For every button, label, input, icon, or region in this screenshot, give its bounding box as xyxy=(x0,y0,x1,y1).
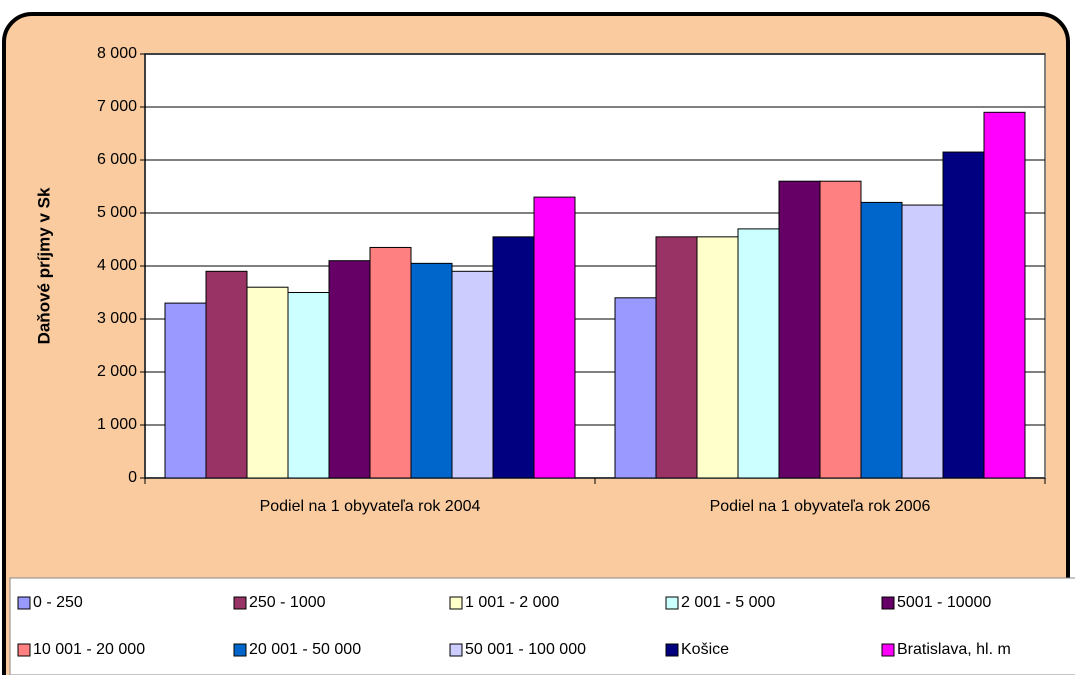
bar xyxy=(737,228,780,479)
y-tick-label: 0 xyxy=(128,469,137,486)
y-tick-label: 3 000 xyxy=(97,310,137,327)
legend-label: 10 001 - 20 000 xyxy=(33,641,145,658)
legend-swatch xyxy=(881,596,895,610)
legend-label: 5001 - 10000 xyxy=(897,594,991,611)
bar xyxy=(983,111,1026,479)
x-tick-label: Podiel na 1 obyvateľa rok 2004 xyxy=(260,498,481,515)
legend-label: 20 001 - 50 000 xyxy=(249,641,361,658)
legend-swatch xyxy=(665,596,679,610)
legend-label: 2 001 - 5 000 xyxy=(681,594,775,611)
bar xyxy=(901,204,944,479)
legend-label: Košice xyxy=(681,641,729,658)
bar xyxy=(614,297,657,479)
legend-box xyxy=(9,577,1075,675)
bar xyxy=(942,151,985,479)
legend-label: 0 - 250 xyxy=(33,594,83,611)
bar xyxy=(287,292,330,479)
bar xyxy=(819,180,862,479)
y-tick-label: 1 000 xyxy=(97,416,137,433)
bar xyxy=(533,196,576,479)
legend-label: Bratislava, hl. m xyxy=(897,641,1011,658)
bar xyxy=(778,180,821,479)
y-axis-label: Daňové príjmy v Sk xyxy=(34,187,53,344)
legend-swatch xyxy=(17,643,31,657)
bar xyxy=(492,236,535,479)
bar xyxy=(860,201,903,479)
legend-swatch xyxy=(449,643,463,657)
bar xyxy=(328,260,371,479)
legend-label: 1 001 - 2 000 xyxy=(465,594,559,611)
legend-label: 50 001 - 100 000 xyxy=(465,641,586,658)
legend-swatch xyxy=(881,643,895,657)
bar xyxy=(369,246,412,479)
bar xyxy=(696,236,739,479)
bar xyxy=(246,286,289,479)
y-tick-label: 7 000 xyxy=(97,98,137,115)
legend-swatch xyxy=(233,596,247,610)
bar xyxy=(451,270,494,479)
legend-swatch xyxy=(449,596,463,610)
legend-swatch xyxy=(665,643,679,657)
legend-swatch xyxy=(17,596,31,610)
y-tick-label: 5 000 xyxy=(97,204,137,221)
legend-label: 250 - 1000 xyxy=(249,594,326,611)
y-tick-label: 8 000 xyxy=(97,45,137,62)
bar xyxy=(410,262,453,479)
y-tick-label: 2 000 xyxy=(97,363,137,380)
bar xyxy=(205,270,248,479)
bar xyxy=(655,236,698,479)
y-tick-label: 4 000 xyxy=(97,257,137,274)
y-tick-label: 6 000 xyxy=(97,151,137,168)
bar xyxy=(164,302,207,479)
legend-swatch xyxy=(233,643,247,657)
x-tick-label: Podiel na 1 obyvateľa rok 2006 xyxy=(710,498,931,515)
